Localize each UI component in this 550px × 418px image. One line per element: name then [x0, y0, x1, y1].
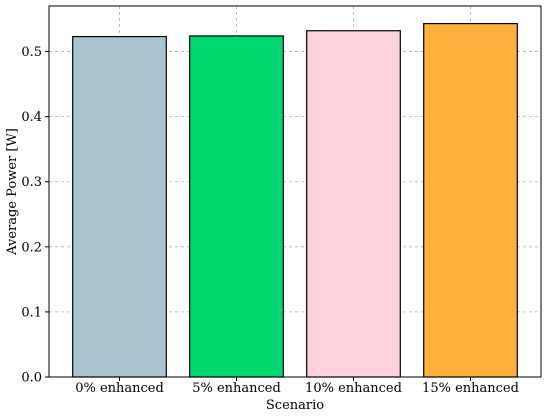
y-tick-label: 0.4 [21, 110, 42, 125]
bar [306, 30, 401, 378]
bar [423, 22, 518, 378]
x-tick-label: 10% enhanced [305, 381, 402, 396]
y-tick-label: 0.1 [21, 305, 42, 320]
bar [189, 35, 284, 378]
x-tick-label: 15% enhanced [422, 381, 519, 396]
y-tick-label: 0.3 [21, 175, 42, 190]
y-axis-ticks: 0.0 0.1 0.2 0.3 0.4 0.5 [21, 45, 49, 386]
x-tick-label: 0% enhanced [75, 381, 164, 396]
y-tick-label: 0.2 [21, 240, 42, 255]
y-tick-label: 0.0 [21, 371, 42, 386]
y-axis-label: Average Power [W] [5, 128, 20, 256]
bar [72, 35, 167, 378]
bars [72, 22, 518, 378]
x-axis-label: Scenario [266, 398, 324, 413]
plot-frame [48, 5, 542, 378]
x-tick-label: 5% enhanced [192, 381, 281, 396]
x-axis-ticks: 0% enhanced 5% enhanced 10% enhanced 15% en… [75, 377, 519, 396]
y-tick-label: 0.5 [21, 45, 42, 60]
